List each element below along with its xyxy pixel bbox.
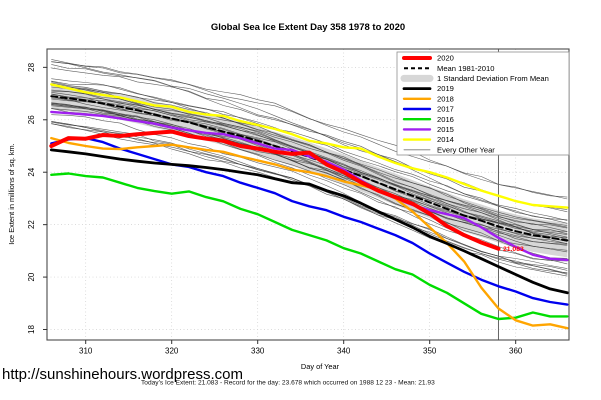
axes: 310 320 330 340 350 360 18 20 22 24 26 28 — [27, 62, 523, 355]
background-year-line — [51, 61, 568, 221]
background-year-line — [51, 102, 568, 242]
plot-area — [49, 49, 569, 340]
y-tick-label: 28 — [27, 62, 36, 71]
series-line-2019 — [49, 148, 569, 295]
background-year-line — [51, 114, 568, 275]
background-year-line — [51, 82, 568, 240]
y-axis-title: Ice Extent in millions of sq. km. — [7, 143, 16, 244]
x-tick-label: 340 — [337, 347, 351, 356]
y-tick-label: 22 — [27, 220, 36, 229]
x-tick-label: 310 — [79, 347, 93, 356]
series-line-2017 — [50, 136, 569, 306]
legend-label-every-other-year: Every Other Year — [437, 145, 495, 154]
footer-status: Today's Ice Extent: 21.083 - Record for … — [141, 380, 435, 387]
legend-label-2014: 2014 — [437, 135, 454, 144]
legend-label-mean-1981-2010: Mean 1981-2010 — [437, 64, 494, 73]
background-year-line — [51, 104, 568, 259]
series-line-2014 — [50, 83, 569, 209]
legend-label-2017: 2017 — [437, 105, 454, 114]
background-year-line — [51, 80, 568, 221]
x-axis-title: Day of Year — [301, 362, 340, 371]
legend-label-1-standard-deviation-from-mean: 1 Standard Deviation From Mean — [437, 74, 549, 83]
plot-border — [46, 48, 570, 341]
legend-label-2019: 2019 — [437, 84, 454, 93]
extent-annotation: 21.083 — [503, 246, 524, 253]
footer-url: http://sunshinehours.wordpress.com — [2, 366, 243, 383]
legend-label-2016: 2016 — [437, 115, 454, 124]
series-line-2015 — [50, 110, 569, 262]
legend-label-2018: 2018 — [437, 94, 454, 103]
y-tick-label: 18 — [27, 325, 36, 334]
legend-label-2015: 2015 — [437, 125, 454, 134]
series-line-2018 — [50, 136, 569, 330]
y-tick-label: 24 — [27, 167, 36, 176]
x-tick-label: 330 — [251, 347, 265, 356]
x-tick-label: 360 — [509, 347, 523, 356]
background-year-line — [51, 121, 568, 277]
series-line-2016 — [50, 172, 569, 321]
x-tick-label: 350 — [423, 347, 437, 356]
legend-label-2020: 2020 — [437, 54, 454, 63]
chart-title: Global Sea Ice Extent Day 358 1978 to 20… — [211, 22, 405, 33]
y-tick-label: 20 — [27, 272, 36, 281]
y-tick-label: 26 — [27, 115, 36, 124]
background-year-line — [51, 59, 568, 198]
series-line-2020 — [49, 129, 501, 251]
background-year-line — [51, 85, 568, 232]
background-year-line — [51, 104, 568, 246]
x-tick-label: 320 — [165, 347, 179, 356]
